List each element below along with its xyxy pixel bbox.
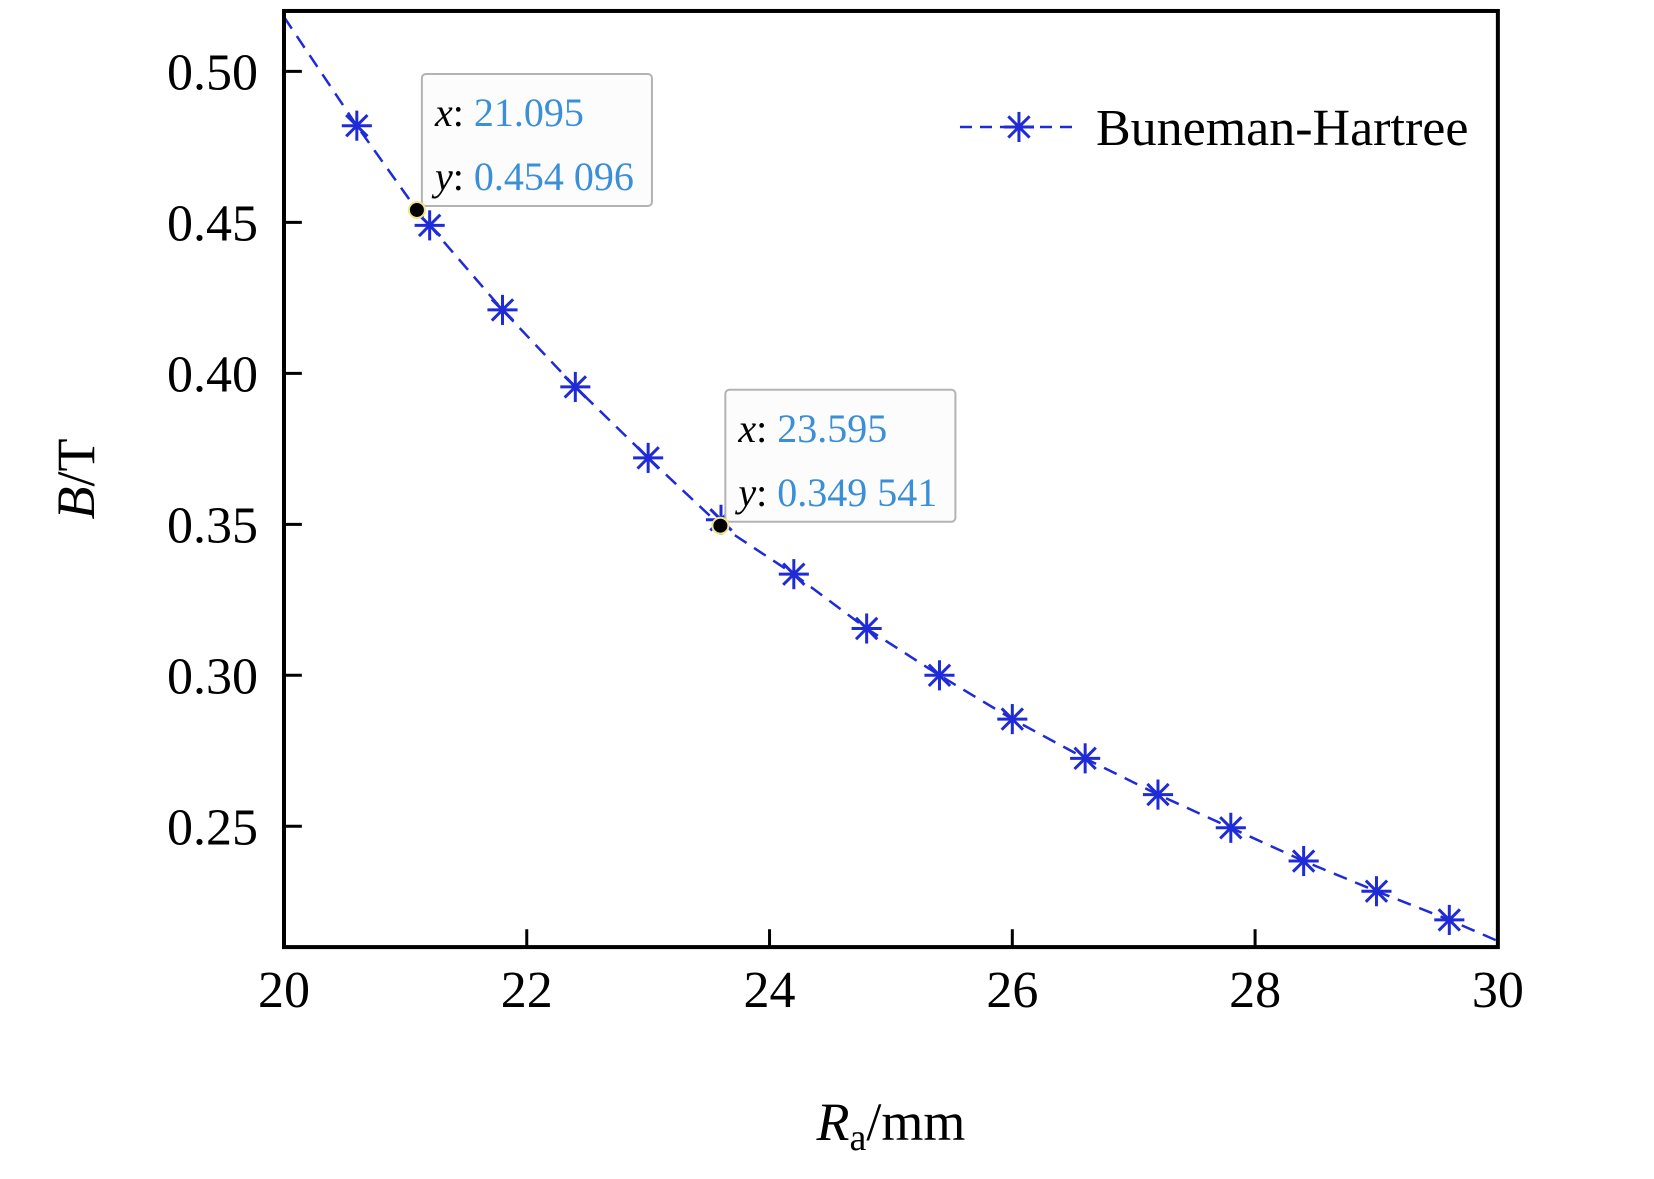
marker-stroke: [563, 375, 588, 399]
data-point: [1434, 904, 1465, 935]
y-tick-label: 0.45: [167, 195, 258, 252]
x-tick-label: 24: [744, 962, 796, 1019]
marker-stroke: [345, 114, 369, 138]
datatip-colon: :: [756, 470, 777, 515]
y-tick-label: 0.25: [167, 799, 258, 856]
datatip-colon: :: [756, 406, 777, 451]
datatip-y-row: y: 0.454 096: [431, 154, 634, 199]
x-axis-label-main: R: [815, 1092, 849, 1152]
marker-stroke: [1364, 879, 1389, 903]
data-point: [778, 559, 809, 590]
x-tick-label: 20: [258, 962, 310, 1019]
data-point: [851, 613, 882, 644]
datatip-box: [420, 73, 653, 207]
x-tick-label: 22: [501, 962, 553, 1019]
y-axis-label-main: B: [46, 487, 106, 520]
datatip-x-key: x: [737, 406, 756, 451]
x-tick-label: 30: [1472, 962, 1524, 1019]
marker-stroke: [636, 446, 660, 470]
data-point: [633, 442, 664, 473]
series-layer: [283, 16, 1498, 943]
datatip-x-value: 23.595: [777, 406, 887, 451]
marker-stroke: [1073, 746, 1097, 771]
marker-stroke: [490, 298, 515, 322]
data-point: [560, 371, 591, 402]
marker-stroke: [1146, 782, 1170, 807]
series-buneman-hartree: [283, 16, 1498, 943]
data-point: [1288, 845, 1319, 877]
marker-stroke: [1437, 908, 1462, 932]
data-point: [924, 660, 955, 691]
data-point: [341, 110, 372, 141]
data-point: [487, 294, 518, 325]
tick-labels: 20 22 24 26 28 30 0.25 0.30 0.35 0.40 0.45 0.50: [167, 44, 1524, 1019]
y-axis-label: B/T: [46, 439, 106, 520]
datatip-colon: :: [453, 154, 474, 199]
legend-marker: [1003, 111, 1034, 143]
marker-stroke: [782, 562, 806, 586]
datatip-y-key: y: [431, 154, 453, 199]
datatip-layer: x: 21.095 y: 0.454 096 x: 23.595 y: 0.349 5…: [407, 73, 957, 535]
y-tick-label: 0.35: [167, 497, 258, 554]
y-tick-label: 0.50: [167, 44, 258, 101]
marker-stroke: [927, 663, 952, 688]
datatip: x: 23.595 y: 0.349 541: [711, 388, 957, 535]
datatip-x-value: 21.095: [474, 90, 584, 135]
datatip-y-row: y: 0.349 541: [734, 470, 937, 515]
x-axis-label: Ra/mm: [815, 1092, 965, 1159]
marker-stroke: [854, 616, 879, 641]
x-tick-label: 28: [1229, 962, 1281, 1019]
x-tick-label: 26: [986, 962, 1038, 1019]
legend: Buneman-Hartree: [959, 100, 1468, 157]
marker-stroke: [1291, 849, 1316, 873]
datatip-box: [724, 388, 957, 523]
marker-stroke: [417, 213, 442, 238]
y-axis-label-unit: /T: [46, 439, 106, 487]
data-point: [1070, 743, 1101, 774]
datatip-y-value: 0.454 096: [474, 154, 634, 199]
datatip-x-row: x: 23.595: [737, 406, 887, 451]
datatip-y-value: 0.349 541: [777, 470, 937, 515]
datatip-x-row: x: 21.095: [434, 90, 584, 135]
datatip-marker: [711, 516, 730, 535]
marker-stroke: [1219, 816, 1243, 840]
data-point: [1142, 779, 1174, 810]
datatip-y-key: y: [734, 470, 756, 515]
datatip: x: 21.095 y: 0.454 096: [407, 73, 653, 219]
data-point: [1361, 876, 1392, 907]
data-point: [997, 704, 1028, 735]
marker-stroke: [1000, 707, 1025, 731]
datatip-x-key: x: [434, 90, 453, 135]
x-axis-label-sub: a: [849, 1117, 866, 1159]
plot-frame: [281, 8, 1500, 950]
data-point: [414, 210, 445, 241]
y-tick-label: 0.30: [167, 648, 258, 705]
legend-label: Buneman-Hartree: [1096, 100, 1468, 157]
x-axis-label-unit: /mm: [866, 1092, 965, 1152]
marker-stroke: [1007, 115, 1031, 139]
y-tick-label: 0.40: [167, 346, 258, 403]
datatip-colon: :: [453, 90, 474, 135]
data-point: [1215, 812, 1246, 843]
datatip-marker: [407, 200, 426, 219]
